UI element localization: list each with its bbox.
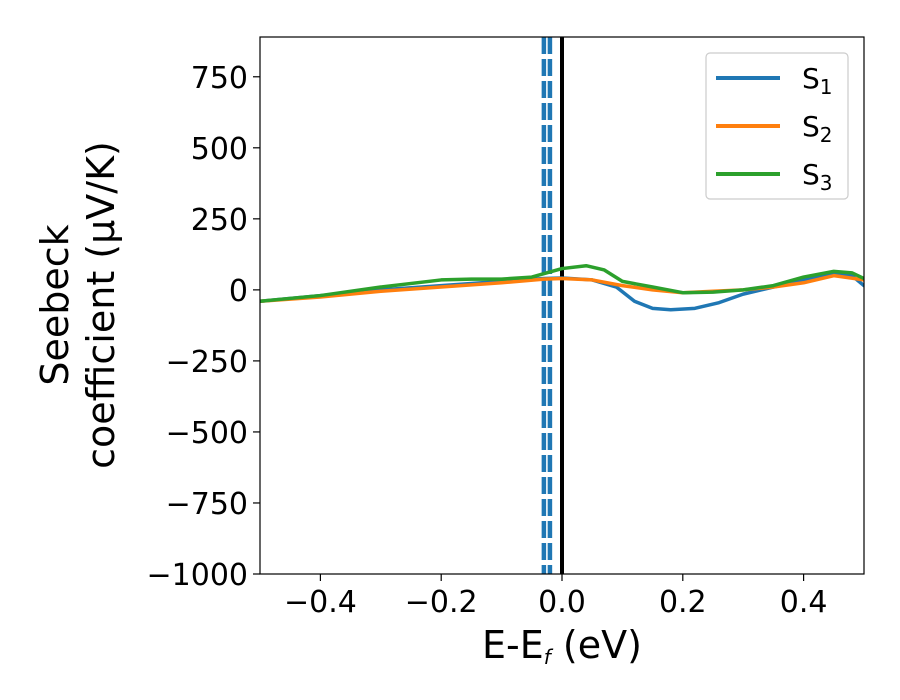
legend: S1 S2 S3 — [705, 52, 849, 200]
y-tick-label: −750 — [166, 487, 248, 522]
x-axis-label: E-Ef (eV) — [482, 623, 642, 669]
y-tick-label: −250 — [166, 345, 248, 380]
series-lines — [260, 263, 864, 312]
y-tick-label: 0 — [229, 274, 248, 309]
legend-label-s3: S3 — [802, 158, 833, 195]
y-axis-label-line2: coefficient (μV/K) — [79, 141, 123, 469]
vertical-lines — [541, 37, 564, 574]
y-tick-label: 500 — [191, 132, 248, 167]
legend-label-s2: S2 — [802, 110, 833, 147]
y-axis-label: Seebeck coefficient (μV/K) — [33, 141, 123, 469]
series-line-s3 — [260, 263, 864, 303]
y-axis-ticks: −1000 −750 −500 −250 0 250 500 750 — [147, 61, 260, 593]
y-tick-label: −1000 — [147, 558, 248, 593]
y-axis-label-line1: Seebeck — [33, 224, 77, 385]
series-line-s2 — [260, 273, 864, 303]
legend-label-s1: S1 — [802, 62, 833, 99]
x-tick-label: 0.0 — [538, 585, 586, 620]
x-tick-label: −0.4 — [284, 585, 357, 620]
y-tick-label: 750 — [191, 61, 248, 96]
y-tick-label: −500 — [166, 416, 248, 451]
x-tick-label: 0.2 — [659, 585, 707, 620]
x-tick-label: 0.4 — [780, 585, 828, 620]
y-tick-label: 250 — [191, 203, 248, 238]
x-tick-label: −0.2 — [405, 585, 478, 620]
x-axis-ticks: −0.4 −0.2 0.0 0.2 0.4 — [284, 574, 827, 620]
